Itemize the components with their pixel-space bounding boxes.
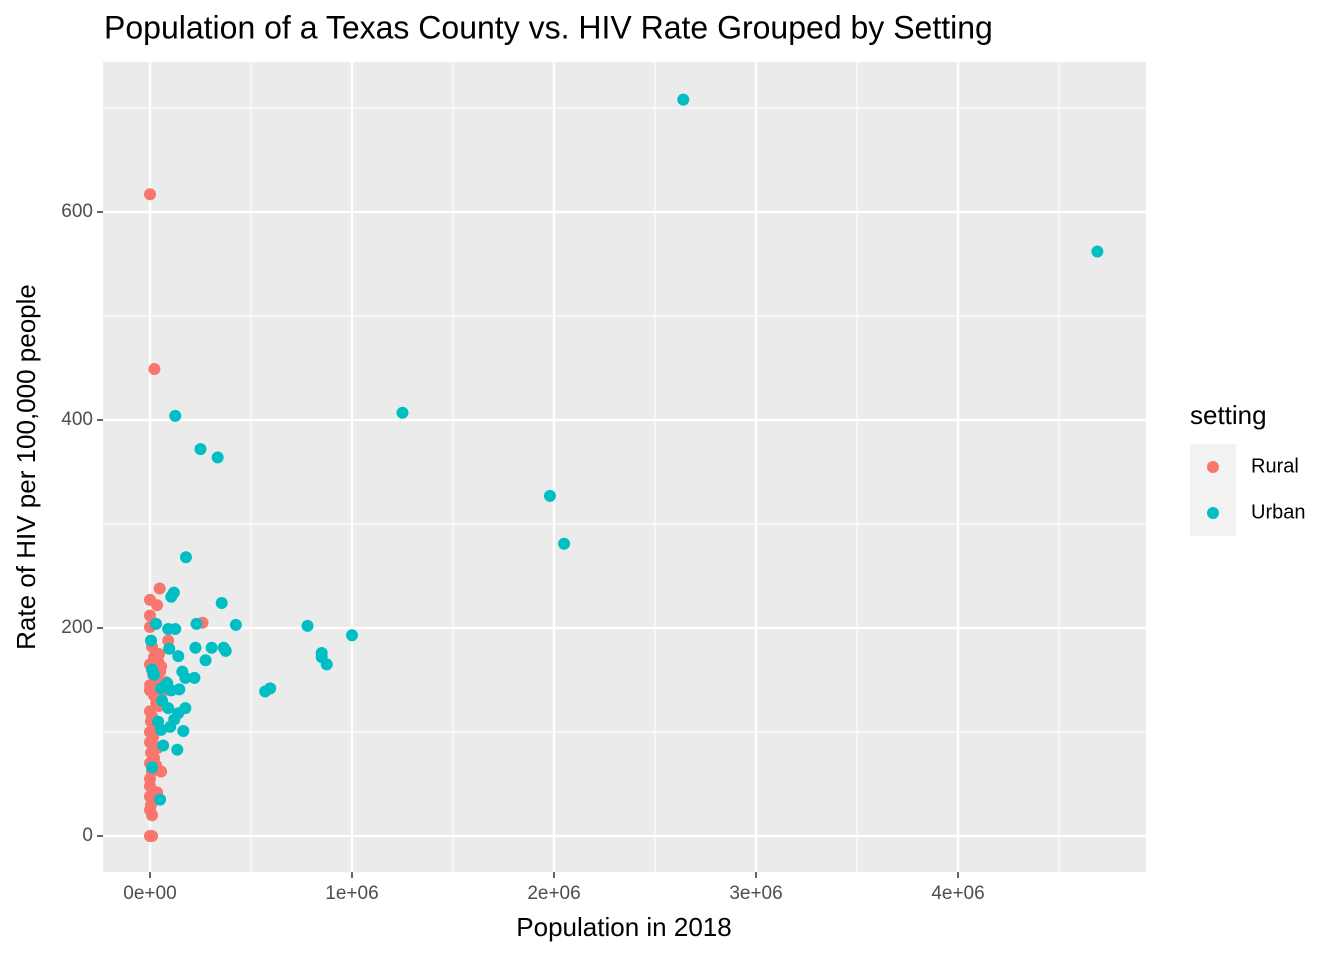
point xyxy=(171,743,184,756)
point xyxy=(1091,245,1104,258)
point xyxy=(146,830,159,843)
point xyxy=(677,93,690,106)
x-axis-label: Population in 2018 xyxy=(516,912,731,942)
legend-title: setting xyxy=(1190,400,1267,430)
point xyxy=(558,537,571,550)
chart-title: Population of a Texas County vs. HIV Rat… xyxy=(104,9,993,45)
x-tick-label: 2e+06 xyxy=(527,883,580,904)
point xyxy=(162,623,175,636)
point xyxy=(199,654,212,667)
point xyxy=(150,648,163,661)
x-tick-label: 3e+06 xyxy=(729,883,782,904)
point xyxy=(301,619,314,632)
point xyxy=(179,551,192,564)
point xyxy=(155,765,168,778)
point xyxy=(229,618,242,631)
point xyxy=(179,671,192,684)
point xyxy=(205,641,218,654)
point xyxy=(143,188,156,201)
point xyxy=(345,629,358,642)
point xyxy=(190,617,203,630)
y-tick-label: 0 xyxy=(82,825,93,846)
legend-label: Rural xyxy=(1251,455,1299,477)
point xyxy=(148,668,161,681)
point xyxy=(219,644,232,657)
point xyxy=(151,599,164,612)
point xyxy=(164,720,177,733)
x-tick-label: 1e+06 xyxy=(325,883,378,904)
point xyxy=(146,761,159,774)
point xyxy=(145,634,158,647)
y-tick-label: 600 xyxy=(61,201,93,222)
point xyxy=(154,793,167,806)
point xyxy=(163,642,176,655)
point xyxy=(189,641,202,654)
y-tick-label: 200 xyxy=(61,617,93,638)
point xyxy=(156,694,169,707)
y-tick-label: 400 xyxy=(61,409,93,430)
point xyxy=(148,363,161,376)
y-axis-label: Rate of HIV per 100,000 people xyxy=(11,284,41,650)
point xyxy=(194,443,207,456)
panel xyxy=(103,62,1146,872)
point xyxy=(215,597,228,610)
point xyxy=(396,406,409,419)
point xyxy=(157,739,170,752)
point xyxy=(264,682,277,695)
legend-key xyxy=(1207,507,1219,519)
point xyxy=(161,677,174,690)
point xyxy=(152,715,165,728)
point xyxy=(150,617,163,630)
x-tick-label: 0e+00 xyxy=(123,883,176,904)
point xyxy=(211,451,224,464)
point xyxy=(172,650,185,663)
point xyxy=(169,409,182,422)
point xyxy=(146,809,159,822)
point xyxy=(543,489,556,502)
x-tick-label: 4e+06 xyxy=(931,883,984,904)
point xyxy=(143,609,156,622)
legend-key-background xyxy=(1190,444,1236,536)
point xyxy=(153,582,166,595)
point xyxy=(165,590,178,603)
point xyxy=(188,671,201,684)
legend-key xyxy=(1207,461,1219,473)
legend-label: Urban xyxy=(1251,501,1305,523)
point xyxy=(320,658,333,671)
point xyxy=(177,724,190,737)
